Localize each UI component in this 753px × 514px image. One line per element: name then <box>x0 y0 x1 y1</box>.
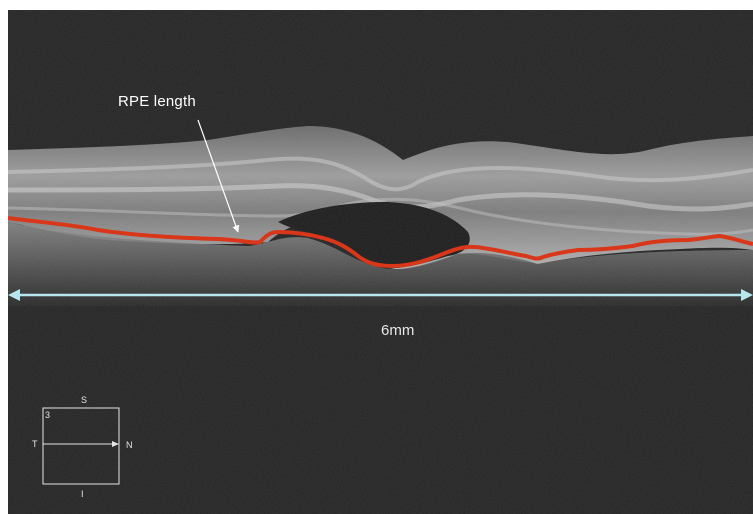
oct-scan-image: RPE length 6mm S N T I 3 <box>8 10 753 514</box>
scan-number-label: 3 <box>45 410 51 420</box>
rpe-pointer-arrow <box>197 119 240 233</box>
inferior-label: I <box>81 489 84 499</box>
scale-arrow <box>8 289 753 301</box>
scale-6mm-label: 6mm <box>381 322 415 339</box>
rpe-length-label: RPE length <box>118 93 196 110</box>
rpe-trace-line <box>8 216 753 268</box>
speckle-overlay <box>8 10 753 514</box>
oct-scan-graphic <box>8 10 753 514</box>
nasal-label: N <box>126 440 133 450</box>
temporal-label: T <box>32 439 38 449</box>
superior-label: S <box>81 395 88 405</box>
orientation-grid <box>42 407 120 485</box>
